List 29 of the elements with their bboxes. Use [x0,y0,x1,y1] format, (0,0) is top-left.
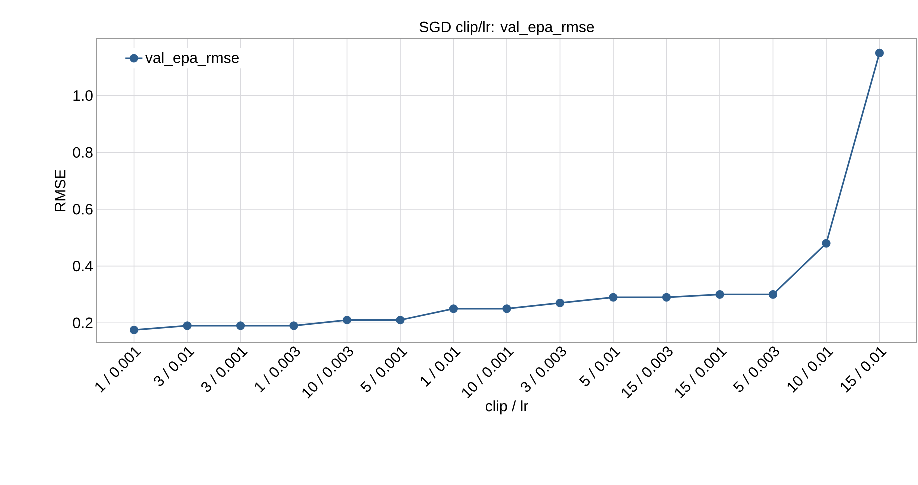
point [130,326,139,335]
y-tick-label: 1.0 [74,90,93,102]
point [609,293,618,302]
point [716,290,724,300]
chart-title: SGD clip/lr: val_epa_rmse [420,21,594,36]
point [768,290,778,300]
point [290,322,298,330]
point [556,298,565,308]
point [822,239,831,248]
x-tick-label: 3 / 0.01 [154,347,195,386]
x-tick-label: 5 / 0.01 [579,347,621,386]
y-tick-label: 0.4 [73,260,94,272]
x-tick-label: 1 / 0.01 [420,347,461,387]
x-tick-label: 15 / 0.01 [841,347,887,393]
point [502,304,512,314]
point [449,304,458,314]
point [662,293,672,302]
point [183,322,192,330]
point [396,316,405,325]
y-tick-label: 0.6 [73,204,93,215]
legend-label: val_epa_rmse [146,52,239,66]
point [342,316,352,325]
x-axis-title: clip / lr [486,400,528,415]
y-tick-label: 0.8 [73,147,93,158]
y-tick-label: 0.2 [73,318,93,328]
y-axis-title: RMSE [55,170,66,212]
x-tick-label: 10 / 0.01 [788,347,834,393]
point [875,48,884,58]
point [236,322,246,330]
